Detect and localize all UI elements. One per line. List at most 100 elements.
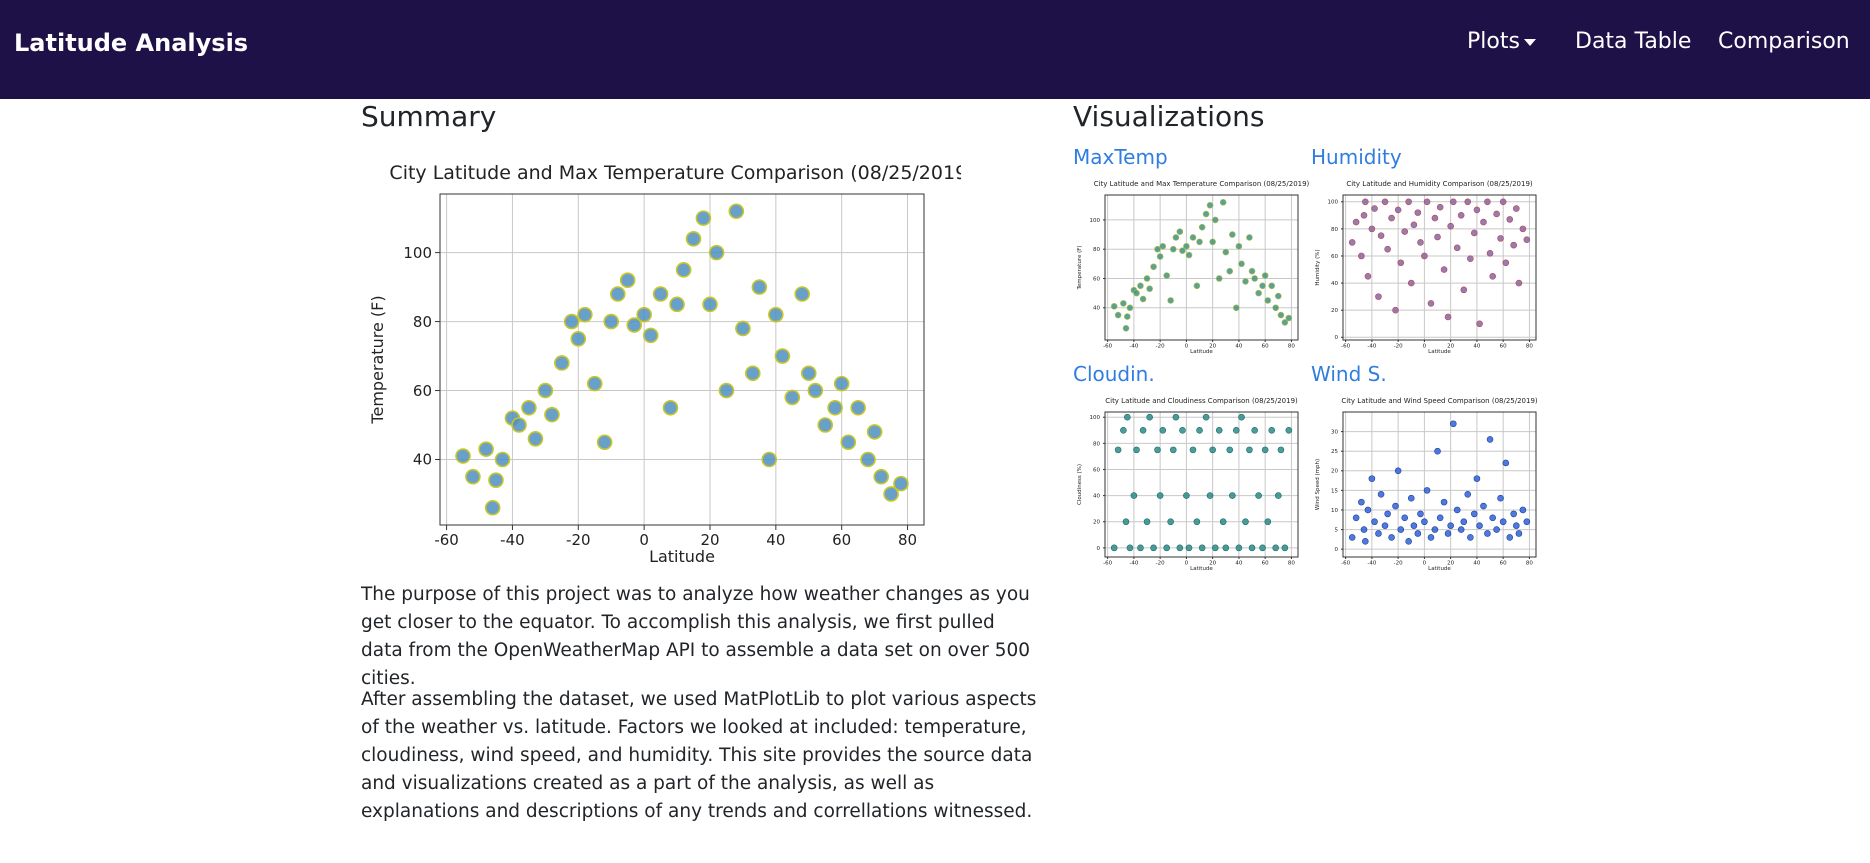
point [527, 431, 544, 447]
point [1146, 285, 1153, 293]
point [1156, 492, 1164, 499]
point [1272, 304, 1279, 312]
y-tick-label: 30 [1331, 430, 1338, 436]
point [1259, 282, 1266, 290]
plot-area [1343, 195, 1536, 340]
point [626, 317, 643, 333]
point [1388, 214, 1395, 222]
point [563, 313, 580, 330]
point [609, 286, 626, 302]
x-tick-label: 80 [1288, 561, 1295, 567]
navbar: Latitude Analysis Plots Data Table Compa… [0, 0, 1870, 99]
y-tick-label: 80 [1093, 247, 1100, 253]
point [669, 296, 685, 313]
point [1473, 475, 1481, 482]
y-axis-label: Humidity (%) [1315, 249, 1321, 285]
viz-link[interactable]: Cloudin. [1073, 362, 1155, 386]
point [1519, 506, 1527, 514]
nav-plots[interactable]: Plots [1467, 29, 1536, 54]
point [1397, 259, 1405, 267]
point [1130, 492, 1138, 499]
x-tick-label: -60 [1103, 561, 1112, 567]
point [1150, 263, 1157, 271]
point [1502, 459, 1510, 467]
point [1523, 236, 1531, 244]
plot-area [1105, 412, 1298, 557]
x-tick-label: -20 [1156, 344, 1165, 350]
point [1238, 260, 1245, 268]
x-tick-label: -40 [1367, 344, 1376, 350]
y-tick-label: 0 [1097, 546, 1101, 552]
point [455, 448, 471, 464]
point [1261, 446, 1269, 454]
point [1410, 221, 1418, 229]
y-tick-label: 20 [1093, 520, 1100, 526]
x-tick-label: -20 [1394, 344, 1403, 350]
point [1126, 544, 1134, 552]
point [873, 468, 889, 485]
point [1185, 544, 1193, 552]
nav-link[interactable]: Comparison [1718, 29, 1850, 54]
x-tick-label: 20 [1447, 561, 1454, 567]
y-tick-label: 60 [413, 382, 432, 400]
chart-thumbnail[interactable]: -60 -40 -20 0 20 40 60 80 0 20 40 60 80 100 City Latit… [1311, 179, 1550, 359]
nav-link[interactable]: Plots [1467, 29, 1520, 54]
point [1139, 426, 1147, 434]
nav-link[interactable]: Data Table [1575, 29, 1692, 54]
x-tick-label: 40 [1235, 561, 1242, 567]
plot-frame [1104, 194, 1299, 341]
chart-thumbnail[interactable]: -60 -40 -20 0 20 40 60 80 0 20 40 60 80 100 City Latit… [1073, 396, 1312, 576]
point [1431, 526, 1439, 533]
y-tick-label: 25 [1331, 449, 1338, 455]
point [603, 313, 620, 330]
point [1222, 248, 1230, 256]
chart-thumbnail[interactable]: -60 -40 -20 0 20 40 60 80 0 5 10 15 20 25 30 City Latit… [1311, 396, 1550, 576]
point [642, 327, 659, 344]
x-tick-label: 40 [1235, 344, 1242, 350]
point [1202, 413, 1210, 421]
point [1124, 313, 1131, 320]
point [1281, 319, 1289, 326]
chart-image: -60 -40 -20 0 20 40 60 80 40 60 80 100 City Latitude… [368, 162, 961, 566]
x-tick-label: 60 [1500, 344, 1507, 350]
plot-area [1105, 195, 1298, 340]
point [1515, 279, 1523, 287]
viz-link[interactable]: MaxTemp [1073, 145, 1168, 169]
point [860, 451, 876, 468]
point [1226, 267, 1234, 275]
brand[interactable]: Latitude Analysis [14, 29, 249, 57]
point [1264, 518, 1272, 526]
viz-link[interactable]: Wind S. [1311, 362, 1387, 386]
point [1360, 212, 1368, 219]
point [794, 286, 810, 302]
point [1513, 522, 1520, 529]
x-tick-label: 20 [1209, 561, 1216, 567]
point [1114, 311, 1122, 319]
point [1460, 518, 1468, 526]
point [1497, 494, 1504, 502]
point [1467, 255, 1474, 262]
point [1120, 426, 1127, 434]
point [1246, 446, 1253, 454]
point [636, 306, 652, 323]
point [1211, 216, 1219, 224]
point [1189, 446, 1197, 454]
point [1124, 413, 1131, 421]
point [1272, 544, 1279, 552]
point [1255, 492, 1262, 499]
point [1226, 446, 1234, 454]
point [827, 399, 843, 416]
point [1183, 492, 1190, 499]
x-axis-label: Latitude [1190, 566, 1213, 572]
x-tick-label: 80 [1526, 344, 1533, 350]
point [1506, 534, 1514, 541]
point [1377, 490, 1385, 498]
point [1388, 534, 1395, 541]
x-tick-label: -60 [1103, 344, 1112, 350]
chart-thumbnail[interactable]: -60 -40 -20 0 20 40 60 80 40 60 80 100 City Latitude… [1073, 179, 1312, 359]
viz-link[interactable]: Humidity [1311, 145, 1402, 169]
point [1405, 198, 1412, 206]
point [1268, 282, 1276, 290]
point [1513, 205, 1520, 212]
x-tick-label: -20 [566, 531, 591, 549]
